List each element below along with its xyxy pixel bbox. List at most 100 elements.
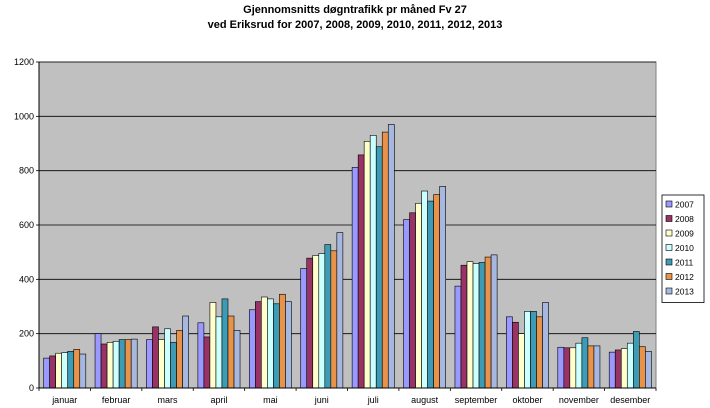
bar-2011-april	[221, 298, 229, 389]
bar-2008-mars	[152, 326, 159, 389]
bar-2009-januar	[55, 352, 62, 389]
bar-2010-juli	[369, 135, 377, 389]
bar-2009-november	[569, 347, 577, 389]
bar-2007-september	[454, 285, 462, 389]
bar-2010-april	[215, 316, 223, 389]
bar-2011-februar	[118, 339, 126, 389]
bar-2011-juli	[375, 146, 383, 389]
bar-2013-november	[593, 345, 601, 389]
bar-2008-desember	[614, 349, 622, 389]
bar-2012-september	[484, 256, 492, 389]
bar-2011-september	[478, 262, 486, 389]
bar-2013-oktober	[542, 302, 549, 389]
bar-2009-august	[415, 202, 422, 389]
bar-2007-februar	[94, 333, 102, 389]
bar-2008-mai	[255, 301, 262, 389]
bar-2008-juni	[306, 257, 314, 389]
y-tick-label: 800	[19, 166, 34, 176]
bar-2012-april	[227, 315, 235, 389]
bar-2010-august	[421, 190, 428, 389]
legend-swatch-2008	[665, 215, 673, 222]
bar-2013-mars	[182, 315, 189, 389]
bar-2013-april	[233, 330, 241, 389]
x-category-label: september	[455, 395, 498, 405]
bar-2007-juli	[351, 167, 359, 389]
bar-2008-februar	[100, 343, 108, 389]
bar-2009-april	[209, 302, 217, 389]
bar-2008-januar	[49, 355, 56, 389]
y-tick-label: 0	[29, 383, 34, 393]
bar-2011-oktober	[530, 311, 537, 389]
bar-2010-november	[575, 342, 583, 389]
bar-2009-oktober	[518, 333, 525, 389]
bar-2008-juli	[357, 154, 365, 389]
bar-2007-januar	[43, 357, 50, 389]
bar-2011-januar	[67, 351, 75, 389]
legend-swatch-2009	[665, 229, 673, 237]
bar-2013-september	[490, 254, 498, 389]
bar-2011-desember	[632, 331, 640, 389]
x-category-label: oktober	[512, 395, 542, 405]
x-category-label: juli	[367, 395, 379, 405]
y-tick-label: 200	[19, 329, 34, 339]
bar-2010-september	[472, 263, 480, 389]
chart-title-line2: ved Eriksrud for 2007, 2008, 2009, 2010,…	[208, 19, 503, 31]
bar-2012-august	[433, 194, 440, 389]
bar-2008-september	[460, 264, 468, 389]
x-category-label: februar	[102, 395, 131, 405]
bar-2008-oktober	[512, 321, 519, 389]
x-category-label: mars	[158, 395, 178, 405]
x-category-label: juni	[314, 395, 329, 405]
bar-2011-juni	[324, 244, 332, 389]
y-tick-label: 600	[19, 220, 34, 230]
bar-2008-november	[563, 347, 571, 389]
bar-2007-mai	[248, 309, 256, 389]
bar-2010-januar	[61, 352, 69, 389]
legend-label-2010: 2010	[675, 243, 694, 253]
bar-2007-desember	[608, 351, 616, 389]
bar-2011-mai	[273, 303, 280, 389]
y-tick-label: 1000	[14, 111, 34, 121]
bar-2009-september	[466, 261, 474, 389]
gridlines	[39, 61, 656, 335]
bar-2013-januar	[79, 353, 87, 389]
x-category-labels: januar februar mars april mai juni juli august s…	[38, 388, 657, 405]
bar-2011-november	[581, 337, 589, 389]
legend-swatch-2010	[665, 244, 673, 251]
bar-2007-november	[557, 346, 565, 389]
legend-swatch-2007	[665, 200, 673, 208]
bar-2012-juli	[381, 131, 389, 389]
bar-2012-november	[587, 345, 595, 389]
bar-2007-mars	[146, 339, 153, 389]
bar-2007-juni	[300, 268, 308, 389]
x-category-label: desember	[610, 395, 650, 405]
bar-2009-februar	[106, 342, 114, 389]
bar-2012-mai	[279, 293, 286, 389]
bar-2008-august	[409, 212, 416, 389]
legend: 2007 2008 2009 2010 2011 2012 2013	[661, 194, 705, 303]
bar-2011-august	[427, 200, 434, 389]
bar-2009-mars	[158, 339, 165, 389]
y-tick-label: 1200	[14, 57, 34, 67]
bar-2012-desember	[639, 346, 646, 389]
bar-2007-oktober	[506, 316, 513, 389]
bar-2010-mai	[267, 298, 274, 389]
bar-2012-januar	[73, 349, 81, 389]
y-tick-label: 400	[19, 274, 34, 284]
bar-2010-desember	[626, 342, 634, 389]
bar-2013-juni	[336, 232, 344, 389]
x-category-label: august	[411, 395, 439, 405]
bar-2011-mars	[170, 342, 177, 389]
bar-2013-februar	[130, 338, 138, 389]
bar-2010-mars	[164, 328, 171, 389]
y-tick-labels: 0 200 400 600 800 1000 1200	[14, 57, 39, 393]
bar-2012-februar	[124, 339, 132, 389]
x-category-label: november	[559, 395, 599, 405]
legend-swatch-2013	[665, 287, 673, 295]
bar-2012-oktober	[536, 316, 543, 389]
legend-label-2007: 2007	[675, 200, 694, 210]
bar-2010-februar	[112, 340, 120, 389]
chart-title-line1: Gjennomsnitts døgntrafikk pr måned Fv 27	[243, 4, 467, 16]
bar-2007-april	[197, 322, 205, 389]
